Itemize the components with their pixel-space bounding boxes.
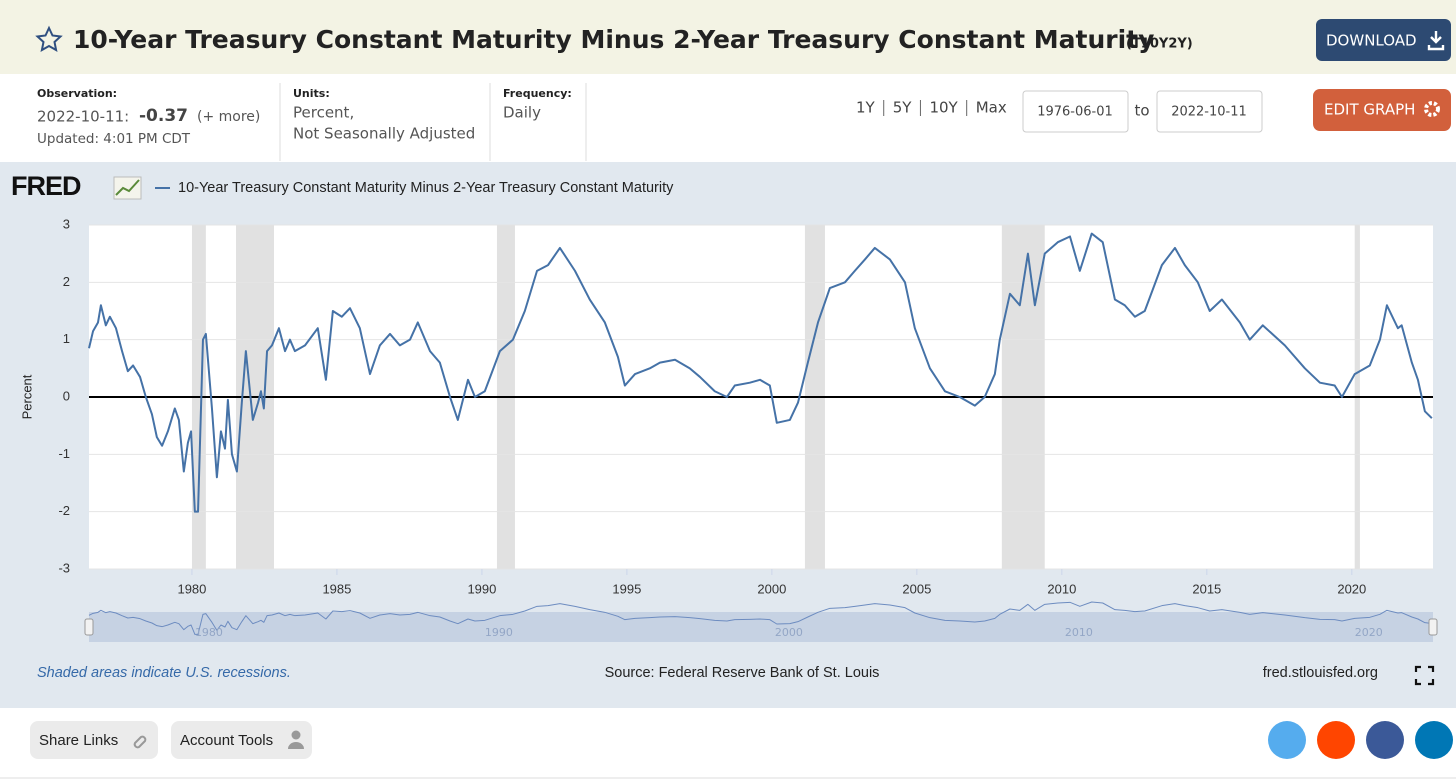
twitter-icon[interactable] <box>1268 721 1306 759</box>
y-tick-label: 3 <box>63 216 70 231</box>
download-button[interactable]: DOWNLOAD <box>1316 19 1451 61</box>
end-date-input[interactable] <box>1156 90 1263 133</box>
download-bg <box>1316 19 1451 61</box>
navigator-track <box>89 612 1433 642</box>
units: Percent, <box>293 104 354 122</box>
units: Not Seasonally Adjusted <box>293 125 475 143</box>
y-tick-label: -3 <box>58 560 70 575</box>
logo-icon-line <box>115 179 140 196</box>
y-tick-label: 2 <box>63 274 70 289</box>
logo-icon <box>113 176 142 200</box>
observation-date: 2022-10-11: <box>37 108 129 126</box>
source: Source: Federal Reserve Bank of St. Loui… <box>605 665 880 681</box>
range-link[interactable]: Max <box>976 99 1007 117</box>
gear-icon <box>1424 101 1440 117</box>
range-link[interactable]: 10Y <box>929 99 958 117</box>
fullscreen-icon[interactable] <box>1414 665 1435 686</box>
account-bg <box>171 721 312 759</box>
navigator-tick-label: 2010 <box>1065 626 1093 639</box>
observation-label: Observation: <box>37 87 117 100</box>
navigator-line <box>88 601 1432 635</box>
y-tick-label: 1 <box>63 331 70 346</box>
edit-graph-button[interactable]: EDIT GRAPH <box>1313 89 1451 131</box>
reddit-icon[interactable] <box>1317 721 1355 759</box>
x-tick-label: 2010 <box>1047 581 1076 596</box>
frequency-label: Frequency: <box>503 87 572 100</box>
series-title: 10-Year Treasury Constant Maturity Minus… <box>73 25 1154 54</box>
account-label: Account Tools <box>180 732 273 749</box>
x-tick-label: 1980 <box>177 581 206 596</box>
x-tick-label: 1985 <box>322 581 351 596</box>
share-bg <box>30 721 158 759</box>
linkedin-icon[interactable] <box>1415 721 1453 759</box>
account-tools-button[interactable]: Account Tools <box>171 721 312 759</box>
y-axis-label: Percent <box>19 374 34 419</box>
navigator-tick-label: 1990 <box>485 626 513 639</box>
x-tick-label: 1990 <box>467 581 496 596</box>
updated: Updated: 4:01 PM CDT <box>37 131 191 147</box>
link-icon <box>133 735 147 749</box>
frequency: Daily <box>503 104 541 122</box>
navigator-handle[interactable] <box>1428 618 1438 636</box>
y-tick-label: 0 <box>63 388 70 403</box>
x-tick-label: 2020 <box>1337 581 1366 596</box>
range-link[interactable]: 1Y <box>856 99 876 117</box>
favorite-star[interactable] <box>35 25 63 52</box>
x-tick-label: 2005 <box>902 581 931 596</box>
end-date: 2022-10-11 <box>1171 105 1247 120</box>
share-label: Share Links <box>39 732 118 749</box>
to-label: to <box>1134 102 1149 120</box>
recession-note: Shaded areas indicate U.S. recessions. <box>37 665 291 681</box>
units-label: Units: <box>293 87 330 100</box>
navigator-tick-label: 2000 <box>775 626 803 639</box>
facebook-icon[interactable] <box>1366 721 1404 759</box>
header-band <box>0 0 1456 74</box>
y-tick-label: -2 <box>58 503 70 518</box>
plot: -3 -2 -1 0 1 2 3 1980 1985 1990 1995 2000 2005 2010 20… <box>58 216 1433 596</box>
edit-label: EDIT GRAPH <box>1324 101 1415 119</box>
start-date-input[interactable] <box>1022 90 1129 133</box>
navigator-tick-label: 1980 <box>195 626 223 639</box>
y-tick-label: -1 <box>58 446 70 461</box>
share-links-button[interactable]: Share Links <box>30 721 158 759</box>
x-tick-label: 1995 <box>612 581 641 596</box>
person-icon <box>291 730 301 740</box>
x-tick-label: 2000 <box>757 581 786 596</box>
observation-value: -0.37 <box>139 106 188 126</box>
download-label: DOWNLOAD <box>1326 32 1417 50</box>
navigator-tick-label: 2020 <box>1355 626 1383 639</box>
navigator-handle[interactable] <box>84 618 94 636</box>
series-id: (T10Y2Y) <box>1126 37 1193 52</box>
range-links: 1Y 5Y 10Y Max <box>856 99 1007 117</box>
site: fred.stlouisfed.org <box>1263 665 1378 681</box>
logo-icon-bg <box>113 176 142 200</box>
download-icon <box>1427 31 1445 51</box>
legend-label: 10-Year Treasury Constant Maturity Minus… <box>178 180 674 196</box>
navigator[interactable]: 1980 1990 2000 2010 2020 <box>84 601 1438 642</box>
person-icon <box>288 742 304 749</box>
more-link[interactable]: (+ more) <box>197 109 260 125</box>
range-link[interactable]: 5Y <box>893 99 913 117</box>
start-date: 1976-06-01 <box>1037 105 1113 120</box>
fred-logo: FRED <box>11 171 81 201</box>
x-tick-label: 2015 <box>1192 581 1221 596</box>
series-line <box>88 232 1433 513</box>
edit-bg <box>1313 89 1451 131</box>
